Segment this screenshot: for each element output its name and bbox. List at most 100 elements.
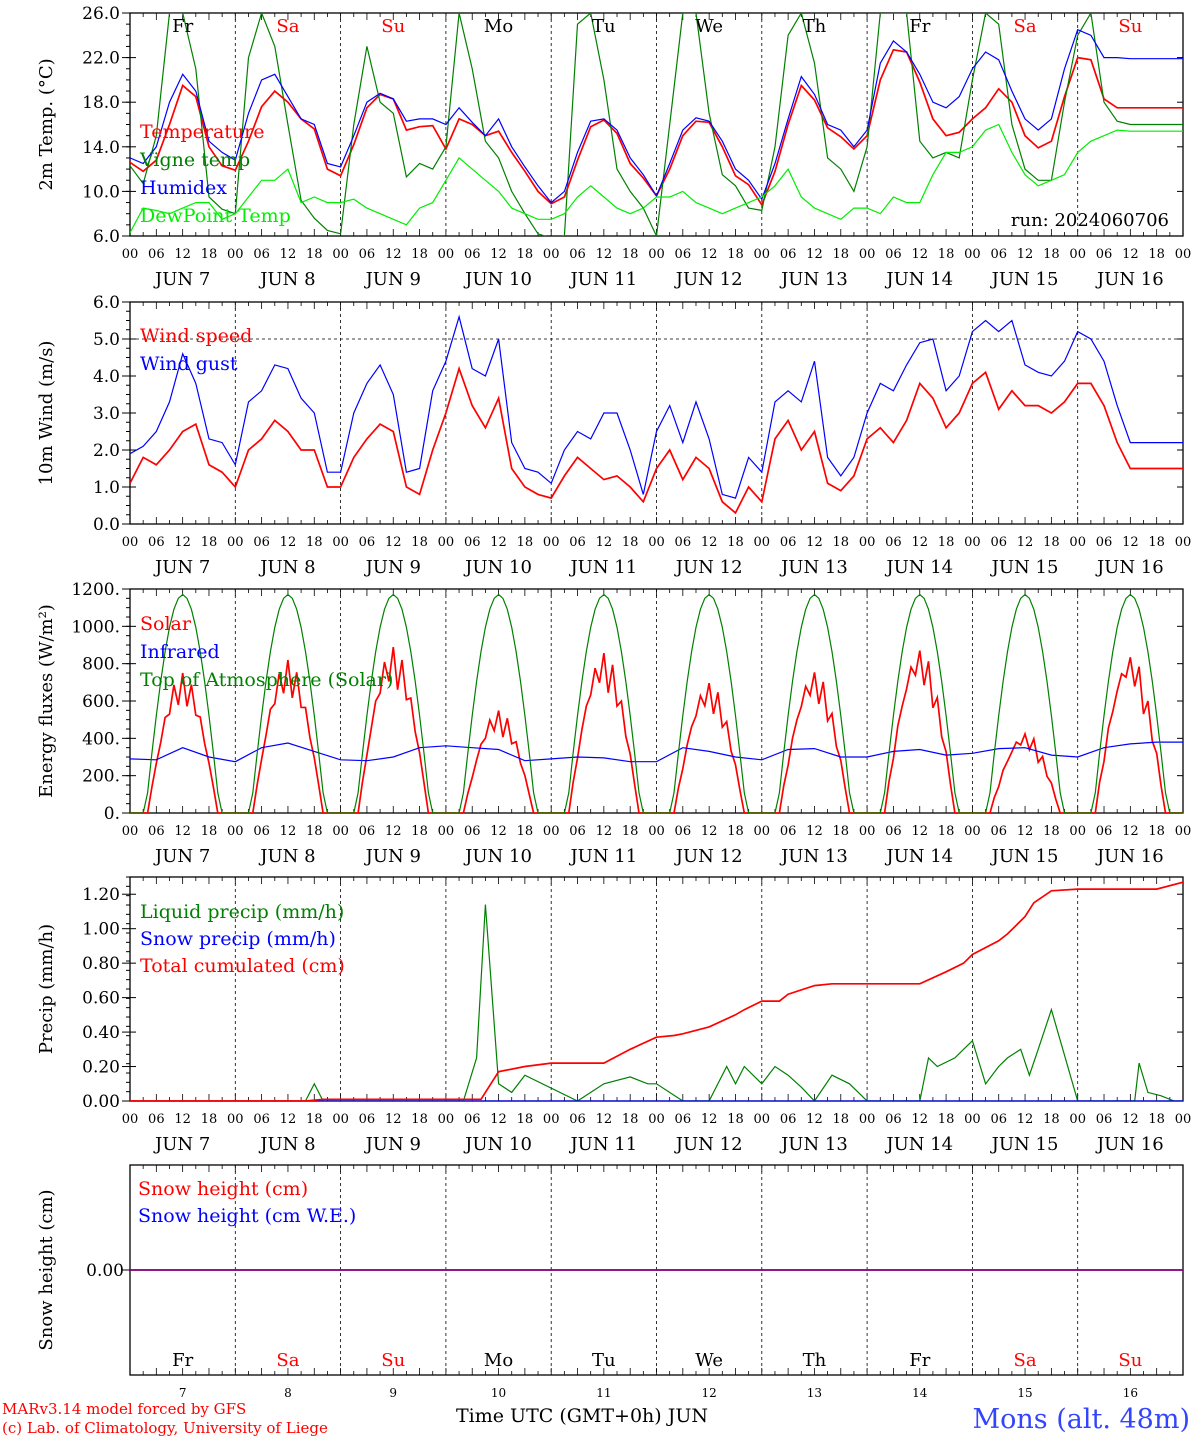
hour-tick-label: 06 (780, 1112, 797, 1127)
hour-tick-label: 18 (1148, 247, 1165, 262)
hour-tick-label: 06 (464, 247, 481, 262)
legend-entry: Infrared (140, 641, 220, 663)
date-number-label: 16 (1123, 1386, 1138, 1400)
plot-frame (129, 588, 1184, 814)
model-credit: MARv3.14 model forced by GFS (2, 1400, 246, 1418)
date-label: JUN 14 (884, 1134, 953, 1155)
hour-tick-label: 00 (964, 535, 981, 550)
hour-tick-label: 00 (1175, 1112, 1192, 1127)
day-name-label: Tu (592, 1350, 616, 1371)
series-line-top-of-atmosphere-solar- (130, 593, 1183, 813)
hour-tick-label: 06 (253, 247, 270, 262)
legend-entry: Snow height (cm) (138, 1178, 308, 1200)
hour-tick-label: 12 (596, 535, 613, 550)
hour-tick-label: 12 (280, 824, 297, 839)
hour-tick-label: 18 (201, 247, 218, 262)
date-number-label: 14 (912, 1386, 928, 1400)
y-tick-label: 18.0 (82, 93, 120, 113)
hour-tick-label: 06 (1096, 1112, 1113, 1127)
y-tick-label: 0.00 (82, 1092, 120, 1112)
y-tick-label: 600. (82, 692, 120, 712)
date-label: JUN 15 (990, 269, 1059, 290)
legend-entry: Snow precip (mm/h) (140, 928, 336, 950)
date-number-label: 7 (179, 1386, 187, 1400)
hour-tick-label: 00 (859, 824, 876, 839)
hour-tick-label: 12 (385, 247, 402, 262)
hour-tick-label: 00 (543, 247, 560, 262)
y-tick-label: 5.0 (93, 330, 120, 350)
hour-tick-label: 00 (543, 535, 560, 550)
hour-tick-label: 00 (332, 1112, 349, 1127)
date-label: JUN 8 (258, 557, 315, 578)
station-name: Mons (alt. 48m) (972, 1404, 1190, 1435)
hour-tick-label: 06 (253, 535, 270, 550)
day-name-label: Mo (484, 16, 513, 37)
hour-tick-label: 06 (780, 535, 797, 550)
hour-tick-label: 06 (148, 1112, 165, 1127)
y-axis-label: 10m Wind (m/s) (36, 341, 57, 486)
hour-tick-label: 00 (964, 247, 981, 262)
y-tick-label: 200. (82, 767, 120, 787)
day-name-label: Th (803, 16, 827, 37)
hour-tick-label: 12 (280, 1112, 297, 1127)
day-name-label: Su (1118, 16, 1142, 37)
y-tick-label: 0.80 (82, 954, 120, 974)
hour-tick-label: 00 (859, 1112, 876, 1127)
hour-tick-label: 18 (833, 247, 850, 262)
hour-tick-label: 12 (911, 247, 928, 262)
run-label: run: 2024060706 (1011, 210, 1169, 231)
hour-tick-label: 12 (701, 1112, 718, 1127)
date-number-label: 11 (596, 1386, 611, 1400)
hour-tick-label: 00 (438, 247, 455, 262)
hour-tick-label: 18 (306, 824, 323, 839)
hour-tick-label: 12 (1122, 247, 1139, 262)
hour-tick-label: 18 (1043, 247, 1060, 262)
hour-tick-label: 18 (833, 535, 850, 550)
day-name-label: Sa (1014, 16, 1037, 37)
hour-tick-label: 12 (490, 1112, 507, 1127)
y-tick-label: 0.40 (82, 1023, 120, 1043)
date-label: JUN 11 (568, 1134, 637, 1155)
date-label: JUN 13 (779, 846, 848, 867)
series-line-wind-gust (130, 314, 1183, 499)
hour-tick-label: 00 (122, 535, 139, 550)
hour-tick-label: 06 (569, 535, 586, 550)
hour-tick-label: 00 (648, 1112, 665, 1127)
date-number-label: 10 (491, 1386, 506, 1400)
hour-tick-label: 06 (780, 824, 797, 839)
hour-tick-label: 18 (622, 247, 639, 262)
hour-tick-label: 00 (1175, 247, 1192, 262)
y-axis-label: Energy fluxes (W/m²) (36, 604, 57, 798)
hour-tick-label: 06 (675, 824, 692, 839)
hour-tick-label: 00 (1175, 535, 1192, 550)
date-label: JUN 15 (990, 557, 1059, 578)
hour-tick-label: 00 (227, 535, 244, 550)
series-line-infrared (130, 741, 1183, 763)
hour-tick-label: 00 (754, 1112, 771, 1127)
hour-tick-label: 18 (517, 247, 534, 262)
hour-tick-label: 12 (1122, 535, 1139, 550)
hour-tick-label: 12 (1122, 1112, 1139, 1127)
hour-tick-label: 18 (622, 535, 639, 550)
day-name-label: Sa (276, 16, 299, 37)
date-label: JUN 14 (884, 269, 953, 290)
hour-tick-label: 18 (517, 1112, 534, 1127)
date-label: JUN 12 (674, 1134, 743, 1155)
hour-tick-label: 00 (122, 824, 139, 839)
hour-tick-label: 18 (938, 535, 955, 550)
hour-tick-label: 06 (148, 247, 165, 262)
hour-tick-label: 18 (727, 247, 744, 262)
hour-tick-label: 00 (1069, 1112, 1086, 1127)
date-label: JUN 10 (463, 846, 532, 867)
date-label: JUN 8 (258, 269, 315, 290)
legend-entry: Temperature (140, 121, 264, 143)
hour-tick-label: 18 (938, 1112, 955, 1127)
legend-entry: Wind speed (140, 325, 252, 347)
date-number-label: 13 (807, 1386, 822, 1400)
date-label: JUN 16 (1095, 557, 1164, 578)
hour-tick-label: 00 (1069, 824, 1086, 839)
y-tick-label: 26.0 (82, 4, 120, 24)
hour-tick-label: 18 (833, 824, 850, 839)
hour-tick-label: 06 (675, 247, 692, 262)
